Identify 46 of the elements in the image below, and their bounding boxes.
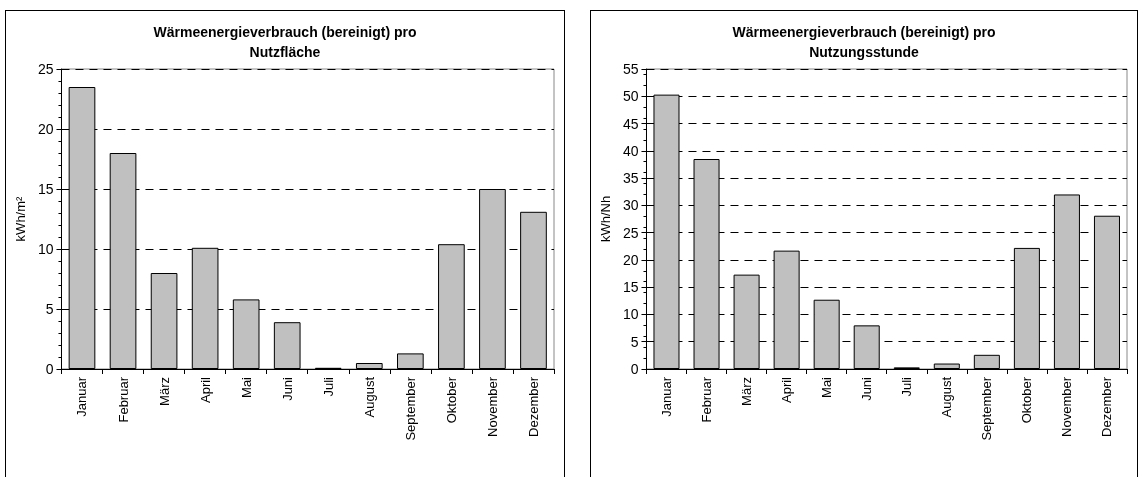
x-tick-label: Oktober [1019, 376, 1035, 424]
y-tick-label: 5 [45, 301, 54, 317]
y-tick-label: 5 [630, 333, 639, 350]
x-tick-label: September [402, 376, 418, 441]
y-tick-label: 0 [45, 361, 54, 377]
x-tick-label: Mai [238, 376, 254, 398]
y-axis-title: kWh/Nh [598, 195, 613, 243]
x-tick-label: März [739, 377, 755, 406]
x-tick-label: Dezember [525, 376, 541, 437]
x-tick-label: Januar [74, 376, 90, 417]
x-tick-label: September [979, 376, 995, 441]
x-tick-label: Oktober [443, 376, 459, 424]
x-tick-label: Juni [279, 376, 295, 401]
x-tick-label: Dezember [1099, 376, 1115, 437]
x-tick-label: August [939, 376, 955, 418]
y-tick-label: 10 [622, 306, 639, 323]
y-tick-label: 25 [622, 224, 639, 241]
y-tick-label: 35 [622, 170, 639, 187]
x-tick-label: März [156, 377, 172, 406]
x-tick-label: August [361, 376, 377, 418]
y-tick-label: 20 [37, 121, 54, 137]
y-tick-label: 55 [622, 61, 639, 77]
y-tick-label: 15 [37, 181, 54, 197]
x-tick-label: Juli [899, 376, 915, 397]
x-tick-label: November [484, 376, 500, 437]
y-tick-label: 50 [622, 88, 639, 105]
x-tick-label: Februar [699, 376, 715, 423]
x-tick-label: Juni [859, 376, 875, 401]
x-tick-label: April [779, 376, 795, 404]
x-tick-label: Januar [658, 376, 674, 417]
y-tick-label: 20 [622, 251, 639, 268]
chart-title: Wärmeenergieverbrauch (bereinigt) pro Nutzungsstunde [732, 24, 996, 60]
x-tick-label: November [1059, 376, 1075, 437]
y-tick-label: 30 [622, 197, 639, 214]
y-tick-label: 0 [630, 361, 639, 377]
y-axis-title: kWh/m² [13, 195, 28, 242]
x-tick-label: Juli [320, 376, 336, 397]
y-tick-label: 10 [37, 241, 54, 257]
y-tick-label: 25 [37, 61, 54, 77]
chart-title: Wärmeenergieverbrauch (bereinigt) pro Nutzfläche [153, 24, 417, 60]
y-tick-label: 45 [622, 115, 639, 132]
y-tick-label: 40 [622, 142, 639, 159]
x-tick-label: April [197, 376, 213, 404]
x-tick-label: Februar [115, 376, 131, 423]
y-tick-label: 15 [622, 279, 639, 296]
x-tick-label: Mai [819, 376, 835, 398]
